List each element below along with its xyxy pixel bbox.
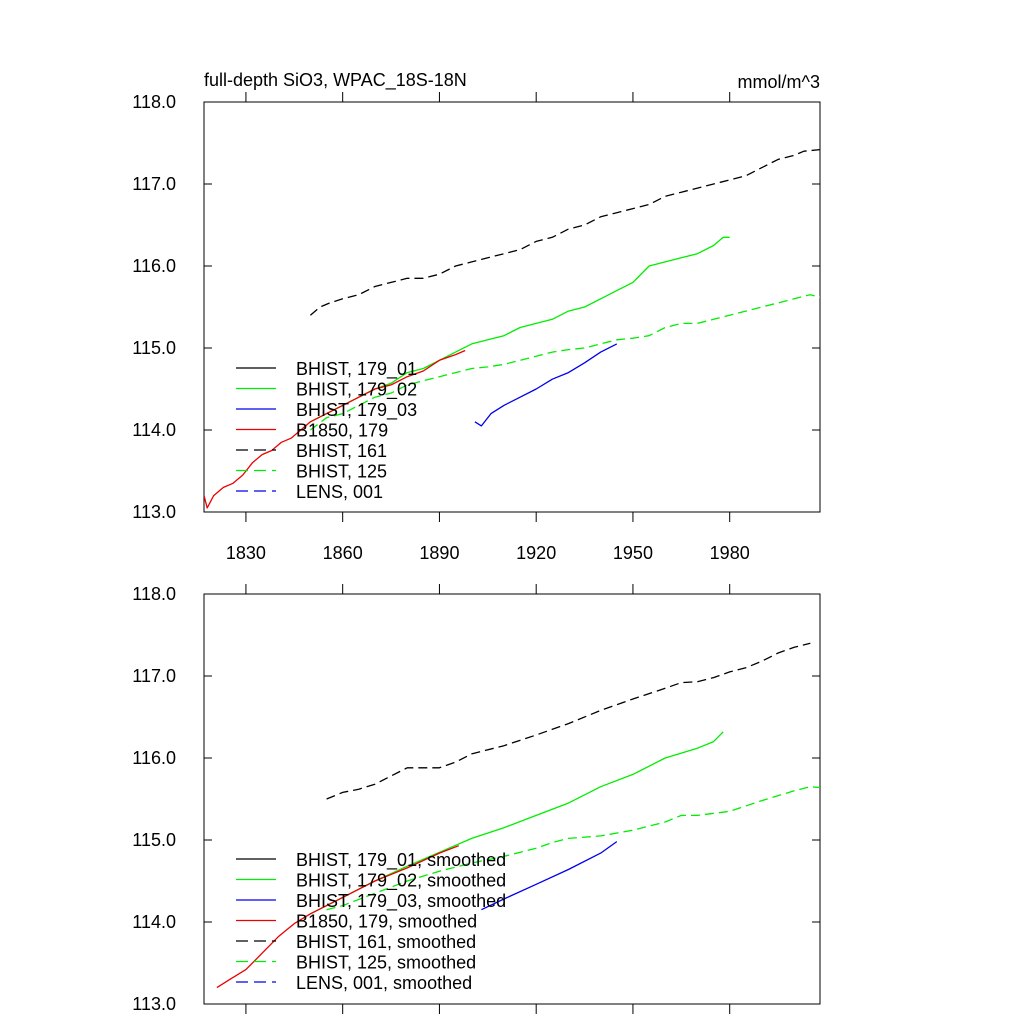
y-tick-label: 116.0 — [132, 748, 176, 768]
y-tick-label: 116.0 — [132, 256, 176, 276]
series-line-smoothed-4 — [326, 642, 811, 800]
series-line-smoothed-3 — [216, 845, 460, 989]
legend-label: B1850, 179 — [296, 421, 388, 441]
units-label: mmol/m^3 — [738, 72, 820, 92]
y-tick-label: 117.0 — [132, 666, 176, 686]
legend-label: BHIST, 125, smoothed — [296, 953, 476, 973]
y-tick-label: 115.0 — [132, 830, 176, 850]
legend-label: LENS, 001, smoothed — [296, 973, 472, 993]
legend-label: BHIST, 179_02, smoothed — [296, 871, 506, 892]
x-tick-label: 1920 — [516, 543, 556, 563]
legend-label: B1850, 179, smoothed — [296, 912, 477, 932]
legend-label: LENS, 001 — [296, 482, 383, 502]
plot-frame — [203, 101, 821, 513]
series-line-smoothed-2 — [481, 841, 618, 911]
legend-label: BHIST, 161 — [296, 441, 387, 461]
series-line-3 — [204, 349, 466, 509]
series-line-5 — [310, 294, 820, 431]
legend-label: BHIST, 125 — [296, 462, 387, 482]
y-tick-label: 117.0 — [132, 174, 176, 194]
series-line-4 — [309, 148, 820, 316]
legend-label: BHIST, 179_03 — [296, 400, 417, 421]
x-tick-label: 1950 — [613, 543, 653, 563]
legend-label: BHIST, 179_02 — [296, 380, 417, 401]
legend-label: BHIST, 179_01, smoothed — [296, 850, 506, 871]
panel-bottom: 113.0 114.0 115.0 116.0 117.0 118.0 BHIST, 179… — [132, 584, 821, 1014]
y-tick-label: 114.0 — [132, 420, 176, 440]
x-tick-label: 1830 — [226, 543, 266, 563]
x-tick-label: 1860 — [323, 543, 363, 563]
series-line-1 — [310, 236, 730, 423]
legend-label: BHIST, 179_03, smoothed — [296, 891, 506, 912]
plot-frame — [203, 593, 821, 1005]
y-tick-label: 118.0 — [132, 584, 176, 604]
series-line-smoothed-5 — [326, 786, 820, 911]
x-tick-label: 1890 — [419, 543, 459, 563]
panel-top: full-depth SiO3, WPAC_18S-18N mmol/m^3 1… — [132, 70, 821, 563]
y-tick-label: 118.0 — [132, 92, 176, 112]
chart-title: full-depth SiO3, WPAC_18S-18N — [204, 70, 467, 91]
series-line-2 — [474, 343, 618, 427]
y-tick-label: 114.0 — [132, 912, 176, 932]
y-tick-label: 113.0 — [132, 502, 176, 522]
legend-label: BHIST, 179_01 — [296, 359, 417, 380]
legend-label: BHIST, 161, smoothed — [296, 932, 476, 952]
y-tick-label: 113.0 — [132, 994, 176, 1014]
x-tick-label: 1980 — [710, 543, 750, 563]
y-tick-label: 115.0 — [132, 338, 176, 358]
